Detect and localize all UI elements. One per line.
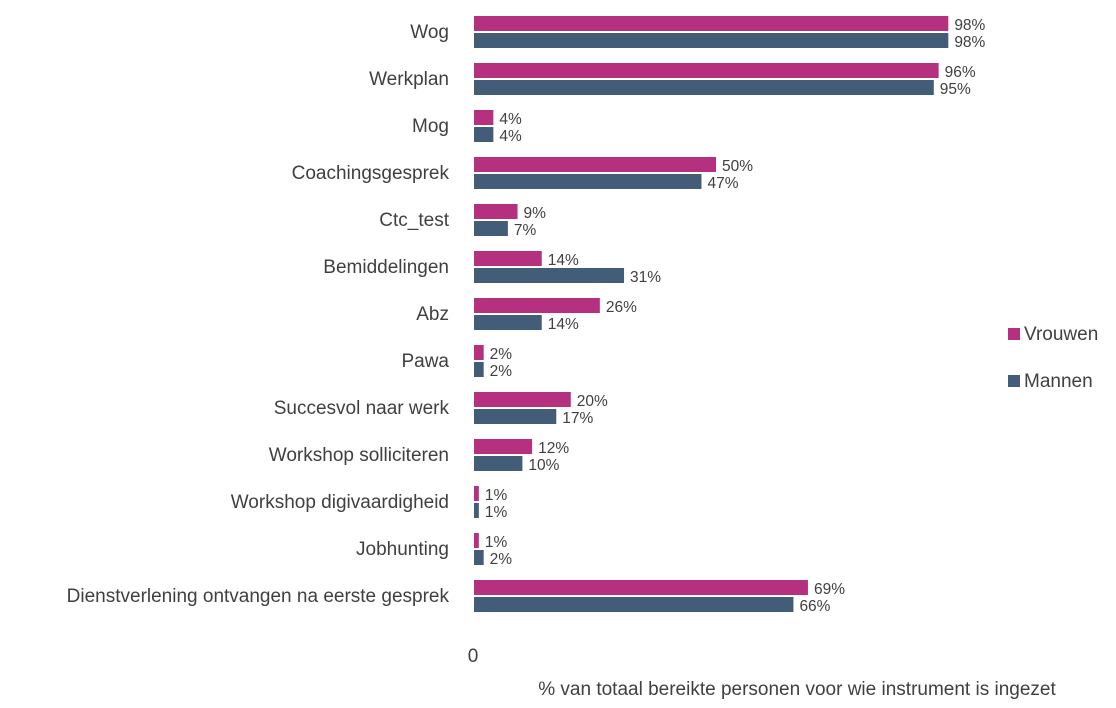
legend-swatch-vrouwen xyxy=(1008,328,1020,340)
bar-vrouwen xyxy=(474,439,533,454)
bar-vrouwen xyxy=(474,251,542,266)
bar-vrouwen xyxy=(474,157,716,172)
data-label-vrouwen: 98% xyxy=(954,17,985,34)
category-label: Bemiddelingen xyxy=(323,257,449,278)
bars-layer xyxy=(474,16,949,612)
bar-mannen xyxy=(474,127,494,142)
data-label-vrouwen: 96% xyxy=(945,64,976,81)
data-label-mannen: 66% xyxy=(799,598,830,615)
data-label-vrouwen: 50% xyxy=(722,158,753,175)
category-label: Coachingsgesprek xyxy=(292,163,450,184)
category-label: Workshop solliciteren xyxy=(269,445,449,466)
category-label: Pawa xyxy=(401,351,449,372)
data-label-vrouwen: 9% xyxy=(524,205,547,222)
data-label-vrouwen: 12% xyxy=(538,440,569,457)
data-label-vrouwen: 1% xyxy=(485,534,508,551)
category-label: Werkplan xyxy=(369,69,449,90)
bar-mannen xyxy=(474,503,479,518)
data-label-mannen: 7% xyxy=(514,222,537,239)
legend: Vrouwen Mannen xyxy=(1008,324,1098,392)
data-label-vrouwen: 1% xyxy=(485,487,508,504)
category-label: Dienstverlening ontvangen na eerste gesp… xyxy=(67,586,450,607)
labels-layer: Wog 98%98% Werkplan 96%95% Mog 4%4% Coachingsg… xyxy=(67,17,986,615)
data-label-mannen: 14% xyxy=(548,316,579,333)
category-label: Wog xyxy=(410,22,449,43)
category-label: Ctc_test xyxy=(379,210,449,231)
bar-vrouwen xyxy=(474,533,479,548)
legend-label-mannen: Mannen xyxy=(1024,371,1093,392)
bar-vrouwen xyxy=(474,345,484,360)
category-label: Workshop digivaardigheid xyxy=(231,492,449,513)
bar-mannen xyxy=(474,456,523,471)
bar-vrouwen xyxy=(474,16,949,31)
bar-mannen xyxy=(474,80,934,95)
bar-mannen xyxy=(474,221,508,236)
x-tick-label: 0 xyxy=(468,646,479,667)
bar-mannen xyxy=(474,315,542,330)
bar-vrouwen xyxy=(474,580,808,595)
data-label-mannen: 98% xyxy=(954,34,985,51)
data-label-vrouwen: 69% xyxy=(814,581,845,598)
bar-mannen xyxy=(474,362,484,377)
data-label-vrouwen: 26% xyxy=(606,299,637,316)
legend-label-vrouwen: Vrouwen xyxy=(1024,324,1098,345)
data-label-mannen: 4% xyxy=(499,128,522,145)
category-label: Jobhunting xyxy=(356,539,449,560)
bar-mannen xyxy=(474,268,625,283)
bar-mannen xyxy=(474,33,949,48)
category-label: Succesvol naar werk xyxy=(274,398,450,419)
bar-mannen xyxy=(474,174,702,189)
category-label: Mog xyxy=(412,116,449,137)
data-label-mannen: 10% xyxy=(528,457,559,474)
data-label-vrouwen: 20% xyxy=(577,393,608,410)
bar-mannen xyxy=(474,550,484,565)
data-label-mannen: 17% xyxy=(562,410,593,427)
bar-vrouwen xyxy=(474,298,600,313)
data-label-mannen: 1% xyxy=(485,504,508,521)
x-axis-title: % van totaal bereikte personen voor wie … xyxy=(538,679,1056,700)
data-label-vrouwen: 2% xyxy=(490,346,513,363)
bar-mannen xyxy=(474,597,794,612)
data-label-vrouwen: 14% xyxy=(548,252,579,269)
bar-vrouwen xyxy=(474,204,518,219)
bar-vrouwen xyxy=(474,486,479,501)
legend-swatch-mannen xyxy=(1008,375,1020,387)
bar-vrouwen xyxy=(474,63,939,78)
bar-vrouwen xyxy=(474,392,571,407)
bar-vrouwen xyxy=(474,110,494,125)
data-label-mannen: 2% xyxy=(490,551,513,568)
data-label-mannen: 95% xyxy=(940,81,971,98)
category-label: Abz xyxy=(416,304,449,325)
data-label-vrouwen: 4% xyxy=(499,111,522,128)
data-label-mannen: 31% xyxy=(630,269,661,286)
bar-mannen xyxy=(474,409,557,424)
data-label-mannen: 47% xyxy=(707,175,738,192)
data-label-mannen: 2% xyxy=(490,363,513,380)
